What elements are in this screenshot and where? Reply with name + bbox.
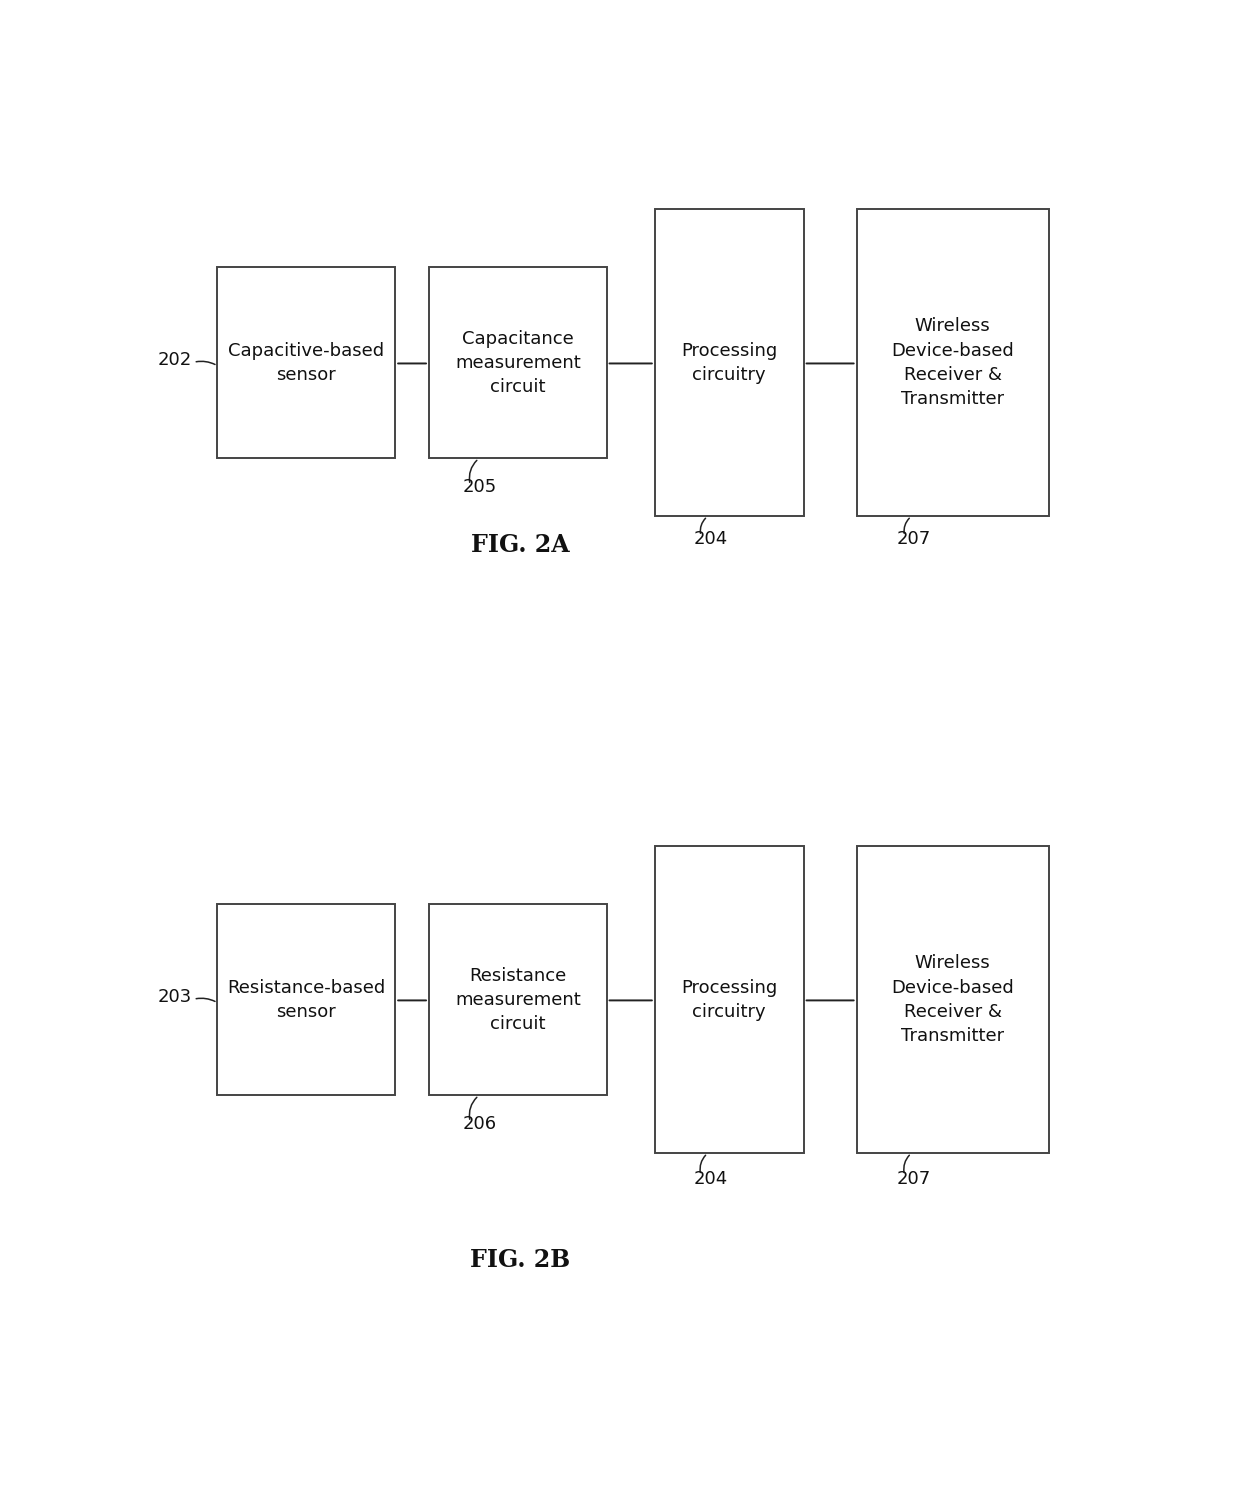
Bar <box>429 904 606 1095</box>
Text: Capacitance
measurement
circuit: Capacitance measurement circuit <box>455 329 580 396</box>
Text: Wireless
Device-based
Receiver &
Transmitter: Wireless Device-based Receiver & Transmi… <box>892 955 1014 1045</box>
Text: Resistance-based
sensor: Resistance-based sensor <box>227 979 386 1021</box>
Text: 202: 202 <box>157 350 191 368</box>
Text: 206: 206 <box>463 1116 497 1134</box>
Text: 204: 204 <box>693 531 728 549</box>
Text: 203: 203 <box>157 988 191 1006</box>
Bar <box>857 209 1049 516</box>
Text: Processing
circuitry: Processing circuitry <box>681 979 777 1021</box>
Bar <box>429 268 606 459</box>
Bar <box>857 847 1049 1154</box>
Text: 207: 207 <box>897 531 931 549</box>
Text: FIG. 2B: FIG. 2B <box>470 1248 570 1272</box>
Bar <box>655 847 804 1154</box>
Text: 205: 205 <box>463 478 497 496</box>
Text: Capacitive-based
sensor: Capacitive-based sensor <box>228 341 384 384</box>
Text: 204: 204 <box>693 1170 728 1188</box>
Text: Processing
circuitry: Processing circuitry <box>681 341 777 384</box>
Text: FIG. 2A: FIG. 2A <box>471 534 569 558</box>
Bar <box>655 209 804 516</box>
Text: Resistance
measurement
circuit: Resistance measurement circuit <box>455 967 580 1033</box>
Text: 207: 207 <box>897 1170 931 1188</box>
Text: Wireless
Device-based
Receiver &
Transmitter: Wireless Device-based Receiver & Transmi… <box>892 317 1014 408</box>
Bar <box>217 904 396 1095</box>
Bar <box>217 268 396 459</box>
